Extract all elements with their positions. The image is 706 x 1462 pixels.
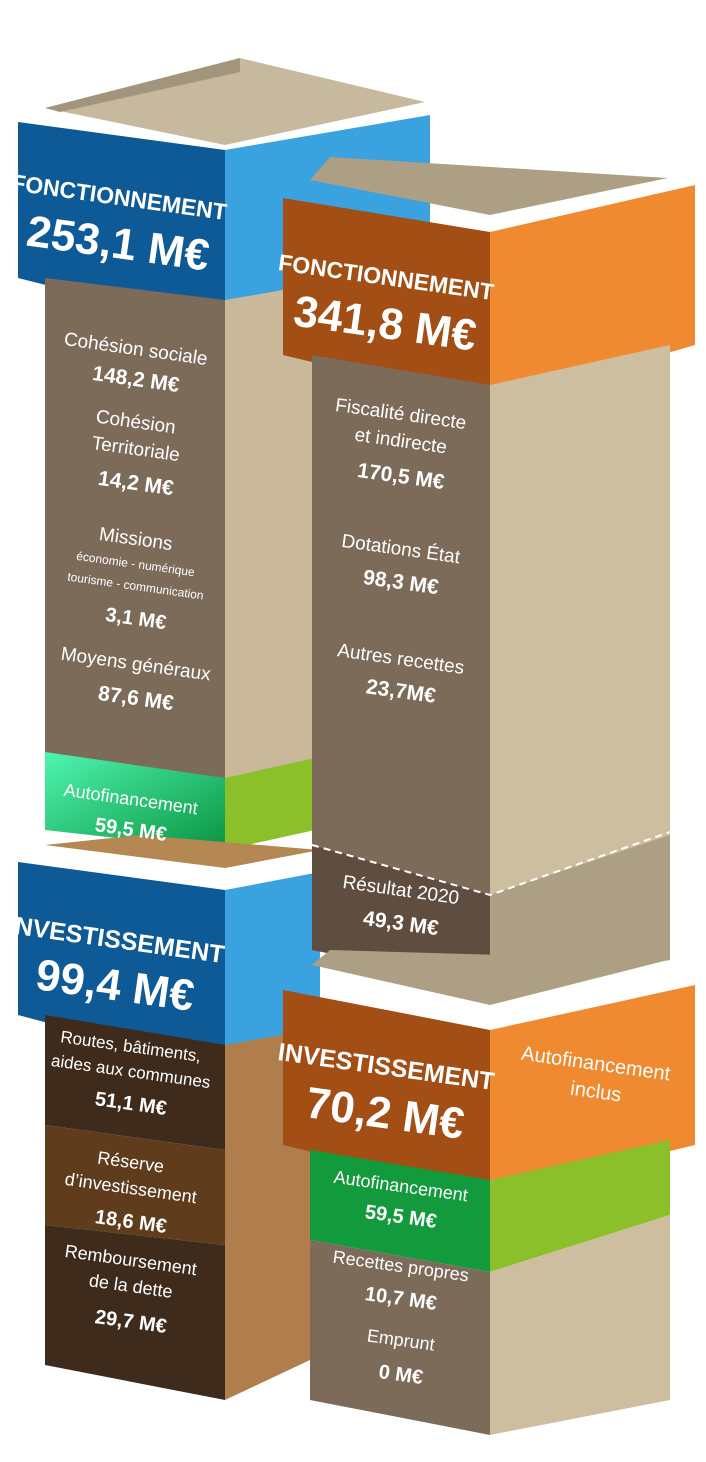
- label: RECETTES: [457, 97, 696, 178]
- recettes-column: [283, 157, 695, 1435]
